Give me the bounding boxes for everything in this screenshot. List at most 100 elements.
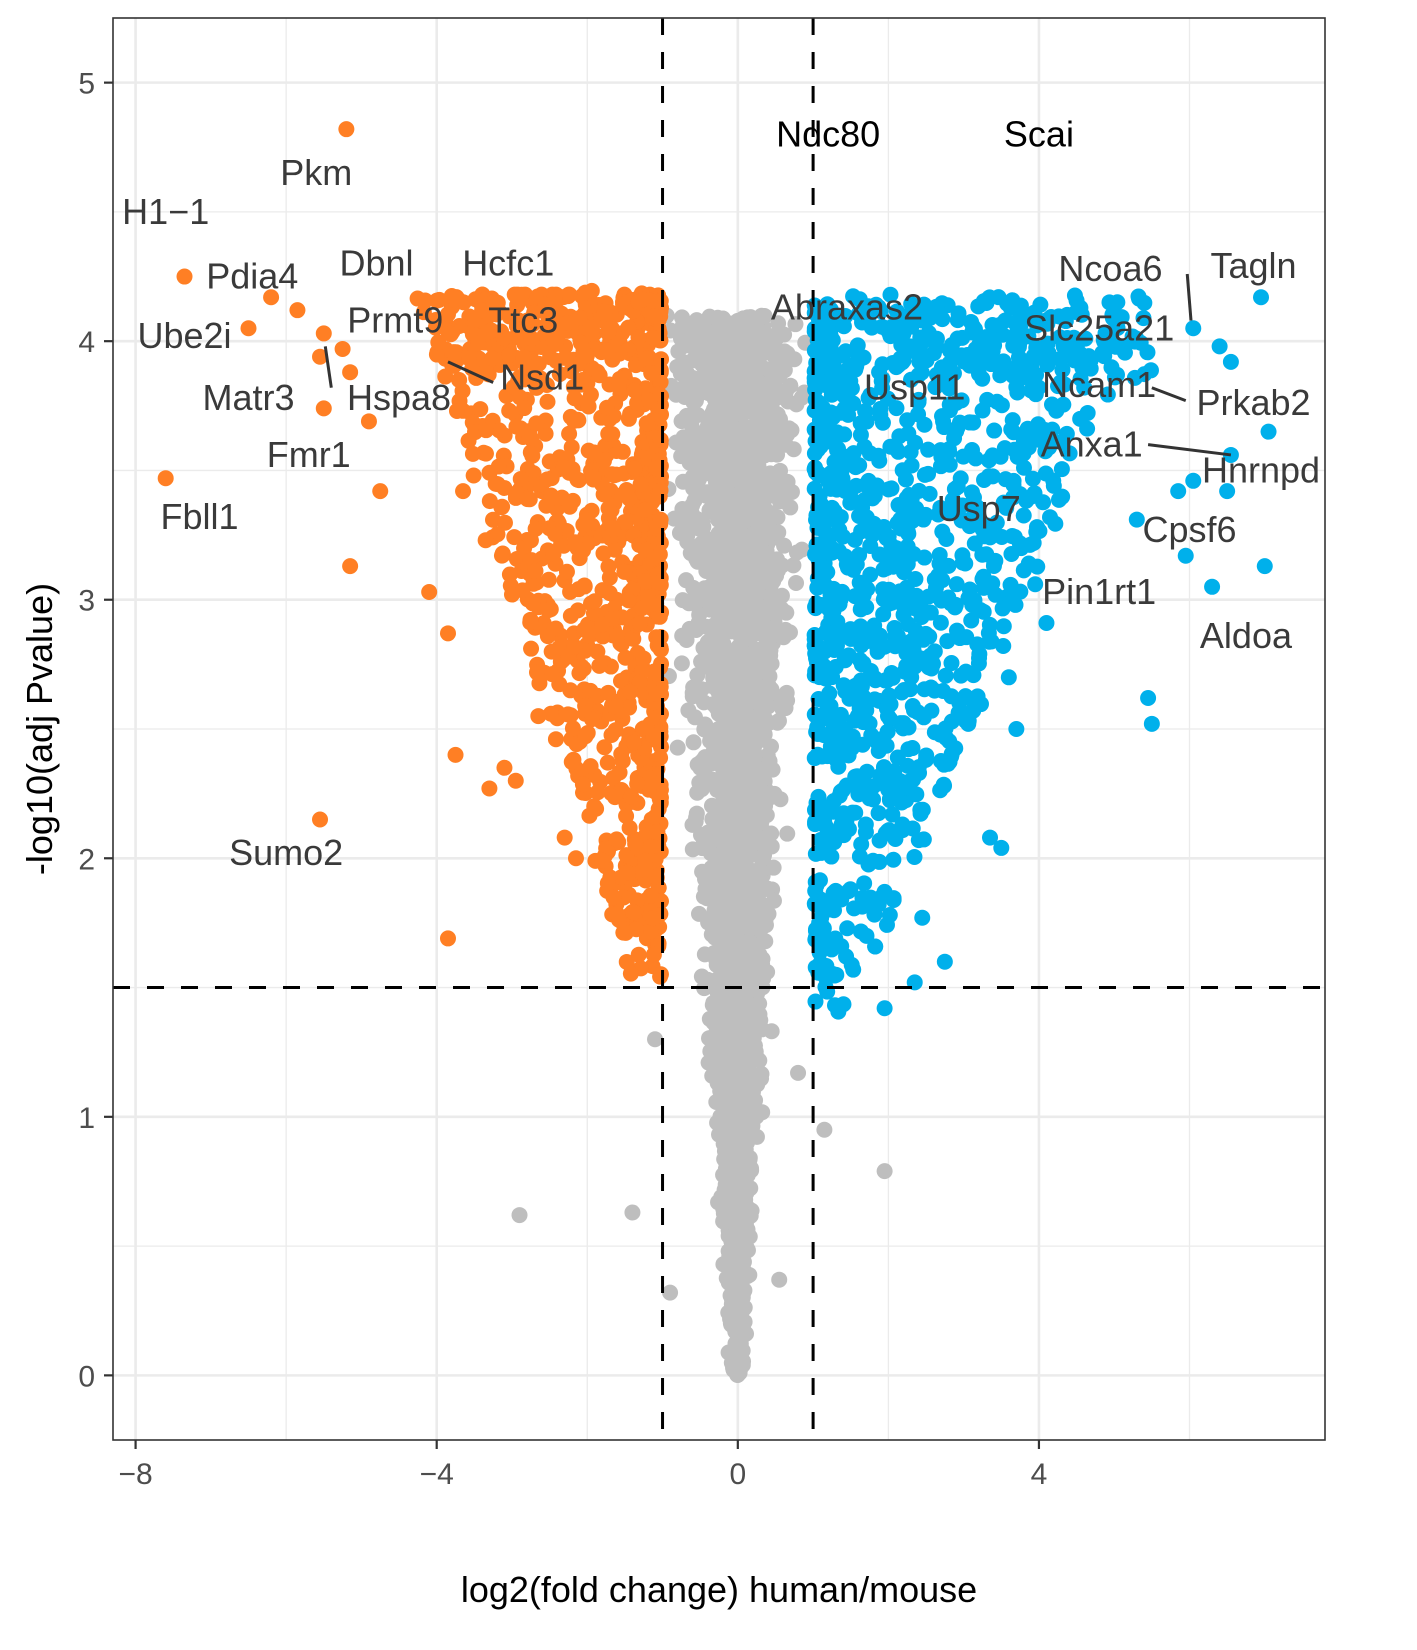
point-down bbox=[618, 847, 635, 864]
point-ns bbox=[741, 395, 758, 412]
point-up bbox=[958, 629, 975, 646]
point-ns bbox=[735, 317, 752, 334]
point-down bbox=[637, 350, 654, 367]
point-up bbox=[1260, 423, 1277, 440]
point-down bbox=[489, 476, 506, 493]
point-up bbox=[885, 851, 902, 868]
point-ns bbox=[748, 595, 765, 612]
point-ns bbox=[761, 752, 778, 769]
point-up bbox=[852, 652, 869, 669]
point-down bbox=[631, 615, 648, 632]
point-up bbox=[1023, 382, 1040, 399]
point-up bbox=[943, 688, 960, 705]
leader-line bbox=[323, 346, 333, 388]
point-ns bbox=[729, 953, 746, 970]
point-up bbox=[1050, 491, 1067, 508]
point-up bbox=[874, 356, 891, 373]
point-ns bbox=[763, 1023, 780, 1040]
y-tick-label: 3 bbox=[78, 585, 95, 618]
point-down bbox=[589, 784, 606, 801]
point-down bbox=[157, 470, 174, 487]
point-ns bbox=[701, 308, 718, 325]
gene-label-ncoa6: Ncoa6 bbox=[1058, 248, 1162, 289]
point-ns bbox=[678, 572, 695, 589]
point-ns bbox=[662, 1284, 679, 1301]
point-up bbox=[841, 358, 858, 375]
point-up bbox=[965, 489, 982, 506]
point-up bbox=[830, 758, 847, 775]
point-down bbox=[625, 734, 642, 751]
gene-label-pin1rt1: Pin1rt1 bbox=[1042, 571, 1156, 612]
leader-line bbox=[1185, 273, 1193, 321]
point-up bbox=[995, 618, 1012, 635]
point-up bbox=[835, 827, 852, 844]
point-down bbox=[646, 308, 663, 325]
gene-label-abraxas2: Abraxas2 bbox=[771, 287, 923, 328]
point-up bbox=[854, 736, 871, 753]
point-ns bbox=[738, 1020, 755, 1037]
point-down bbox=[563, 753, 580, 770]
point-ns bbox=[732, 1187, 749, 1204]
point-up bbox=[1013, 540, 1030, 557]
point-down bbox=[599, 875, 616, 892]
point-down bbox=[600, 684, 617, 701]
point-up bbox=[1072, 299, 1089, 316]
point-ns bbox=[710, 387, 727, 404]
point-down bbox=[652, 641, 669, 658]
point-down bbox=[442, 325, 459, 342]
point-up bbox=[976, 471, 993, 488]
point-up bbox=[1099, 386, 1116, 403]
point-down bbox=[547, 526, 564, 543]
point-ns bbox=[749, 311, 766, 328]
point-up bbox=[866, 691, 883, 708]
x-tick-label: −8 bbox=[118, 1458, 152, 1491]
point-down bbox=[591, 657, 608, 674]
point-down bbox=[439, 306, 456, 323]
point-up bbox=[912, 329, 929, 346]
point-down bbox=[614, 486, 631, 503]
point-up bbox=[1056, 376, 1073, 393]
point-up bbox=[869, 734, 886, 751]
point-up bbox=[882, 438, 899, 455]
point-ns bbox=[752, 704, 769, 721]
point-ns bbox=[686, 449, 703, 466]
point-up bbox=[908, 786, 925, 803]
point-up bbox=[835, 318, 852, 335]
point-down bbox=[437, 368, 454, 385]
point-ns bbox=[704, 1067, 721, 1084]
label-leader-lines bbox=[323, 273, 1232, 457]
point-ns bbox=[693, 535, 710, 552]
point-down bbox=[594, 628, 611, 645]
point-up bbox=[953, 392, 970, 409]
point-ns bbox=[684, 841, 701, 858]
point-down bbox=[620, 592, 637, 609]
point-up bbox=[825, 594, 842, 611]
gene-label-hspa8: Hspa8 bbox=[347, 377, 451, 418]
point-up bbox=[954, 547, 971, 564]
point-up bbox=[879, 723, 896, 740]
point-down bbox=[596, 305, 613, 322]
y-tick-label: 2 bbox=[78, 843, 95, 876]
point-ns bbox=[752, 922, 769, 939]
point-up bbox=[1066, 287, 1083, 304]
point-up bbox=[979, 517, 996, 534]
point-up bbox=[1012, 297, 1029, 314]
point-up bbox=[863, 319, 880, 336]
point-ns bbox=[703, 583, 720, 600]
point-up bbox=[806, 895, 823, 912]
point-ns bbox=[668, 386, 685, 403]
point-down bbox=[501, 347, 518, 364]
point-ns bbox=[693, 681, 710, 698]
point-down bbox=[609, 627, 626, 644]
point-ns bbox=[755, 798, 772, 815]
point-up bbox=[903, 371, 920, 388]
point-up bbox=[823, 386, 840, 403]
point-up bbox=[846, 531, 863, 548]
point-down bbox=[562, 707, 579, 724]
point-ns bbox=[731, 720, 748, 737]
point-up bbox=[909, 307, 926, 324]
point-down bbox=[240, 320, 257, 337]
point-up bbox=[827, 659, 844, 676]
point-down bbox=[567, 850, 584, 867]
point-down bbox=[562, 607, 579, 624]
